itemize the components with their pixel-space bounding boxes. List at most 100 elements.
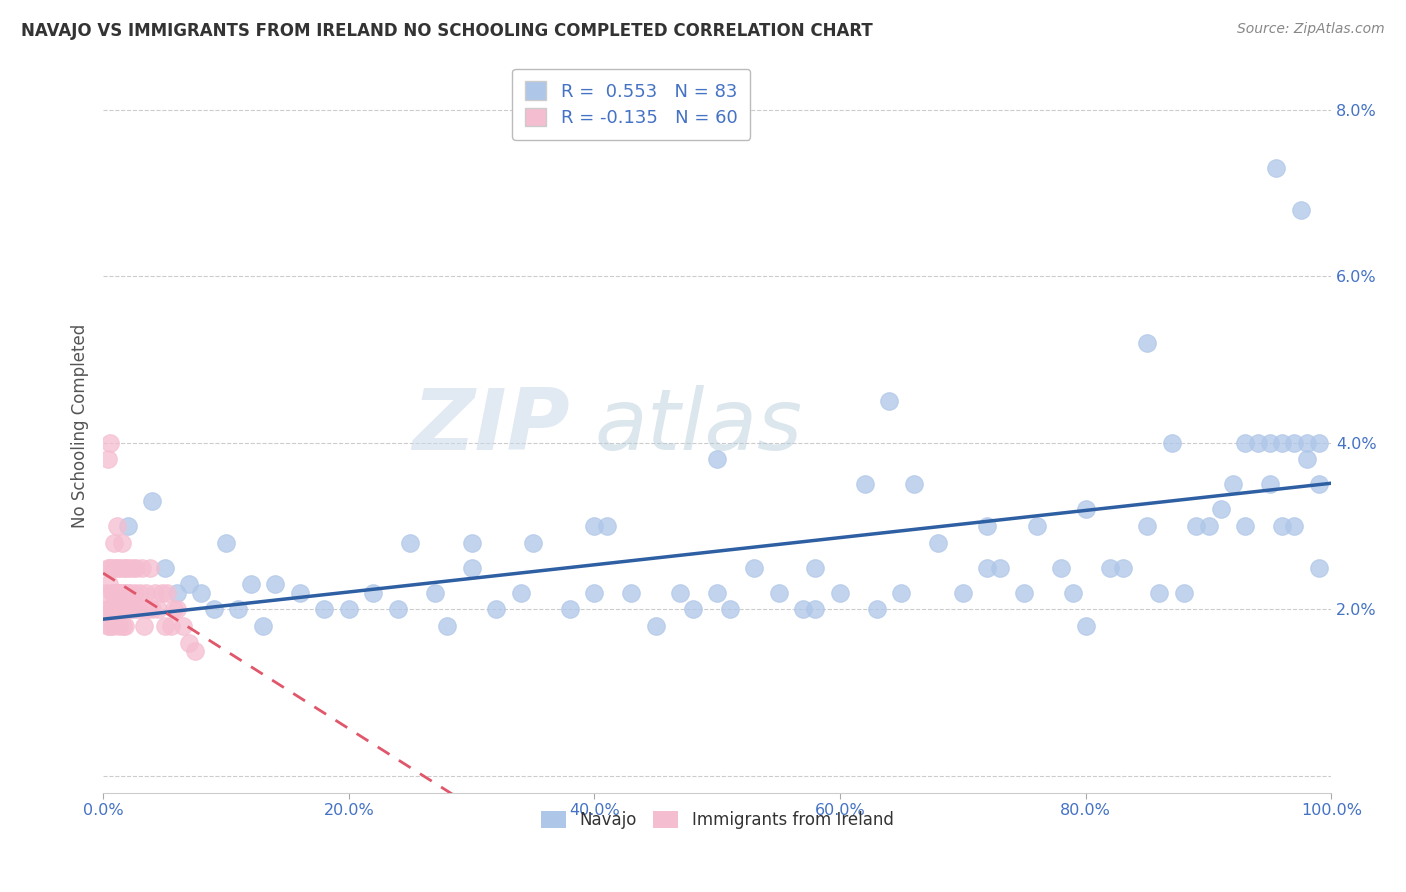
Point: [890, 585, 912, 599]
Point: [143, 585, 166, 599]
Point: [111, 619, 134, 633]
Text: atlas: atlas: [595, 384, 803, 467]
Point: [132, 619, 155, 633]
Point: [117, 519, 139, 533]
Point: [153, 560, 176, 574]
Point: [927, 535, 949, 549]
Point: [1295, 452, 1317, 467]
Point: [136, 602, 159, 616]
Point: [1271, 435, 1294, 450]
Legend: Navajo, Immigrants from Ireland: Navajo, Immigrants from Ireland: [534, 804, 900, 836]
Point: [1149, 585, 1171, 599]
Point: [620, 585, 643, 599]
Point: [150, 585, 173, 599]
Point: [706, 452, 728, 467]
Point: [129, 585, 152, 599]
Point: [100, 560, 122, 574]
Point: [215, 535, 238, 549]
Point: [436, 619, 458, 633]
Point: [114, 619, 136, 633]
Y-axis label: No Schooling Completed: No Schooling Completed: [72, 324, 89, 528]
Text: ZIP: ZIP: [412, 384, 569, 467]
Point: [583, 519, 606, 533]
Text: Source: ZipAtlas.com: Source: ZipAtlas.com: [1237, 22, 1385, 37]
Point: [252, 619, 274, 633]
Point: [100, 619, 122, 633]
Point: [1308, 560, 1330, 574]
Point: [1111, 560, 1133, 574]
Point: [107, 602, 129, 616]
Point: [828, 585, 851, 599]
Point: [706, 585, 728, 599]
Point: [120, 585, 142, 599]
Point: [1234, 435, 1257, 450]
Point: [100, 585, 122, 599]
Point: [877, 394, 900, 409]
Point: [131, 560, 153, 574]
Point: [121, 560, 143, 574]
Point: [1050, 560, 1073, 574]
Point: [202, 602, 225, 616]
Point: [108, 619, 131, 633]
Point: [792, 602, 814, 616]
Point: [127, 602, 149, 616]
Point: [117, 602, 139, 616]
Point: [988, 560, 1011, 574]
Point: [1265, 161, 1288, 175]
Point: [1185, 519, 1208, 533]
Point: [112, 560, 135, 574]
Point: [166, 602, 188, 616]
Point: [1234, 519, 1257, 533]
Point: [1284, 435, 1306, 450]
Point: [163, 602, 186, 616]
Point: [166, 585, 188, 599]
Point: [125, 560, 148, 574]
Point: [94, 585, 117, 599]
Point: [98, 577, 121, 591]
Point: [117, 585, 139, 599]
Point: [1099, 560, 1122, 574]
Point: [1062, 585, 1084, 599]
Point: [1295, 435, 1317, 450]
Point: [558, 602, 581, 616]
Point: [644, 619, 666, 633]
Point: [177, 636, 200, 650]
Point: [866, 602, 889, 616]
Point: [172, 619, 194, 633]
Point: [141, 602, 163, 616]
Point: [96, 602, 118, 616]
Point: [190, 585, 212, 599]
Point: [103, 535, 125, 549]
Point: [596, 519, 619, 533]
Point: [742, 560, 765, 574]
Point: [460, 560, 482, 574]
Point: [141, 494, 163, 508]
Point: [97, 619, 120, 633]
Point: [108, 585, 131, 599]
Point: [1271, 519, 1294, 533]
Point: [97, 560, 120, 574]
Point: [1289, 202, 1312, 217]
Point: [399, 535, 422, 549]
Point: [583, 585, 606, 599]
Point: [159, 619, 181, 633]
Point: [153, 619, 176, 633]
Point: [98, 602, 121, 616]
Point: [768, 585, 790, 599]
Point: [903, 477, 925, 491]
Point: [314, 602, 336, 616]
Point: [522, 535, 544, 549]
Point: [1136, 335, 1159, 350]
Point: [485, 602, 508, 616]
Point: [264, 577, 287, 591]
Point: [118, 560, 141, 574]
Point: [105, 519, 128, 533]
Point: [104, 560, 127, 574]
Point: [1258, 435, 1281, 450]
Point: [669, 585, 692, 599]
Point: [853, 477, 876, 491]
Point: [1074, 619, 1097, 633]
Point: [804, 560, 827, 574]
Point: [226, 602, 249, 616]
Point: [114, 585, 136, 599]
